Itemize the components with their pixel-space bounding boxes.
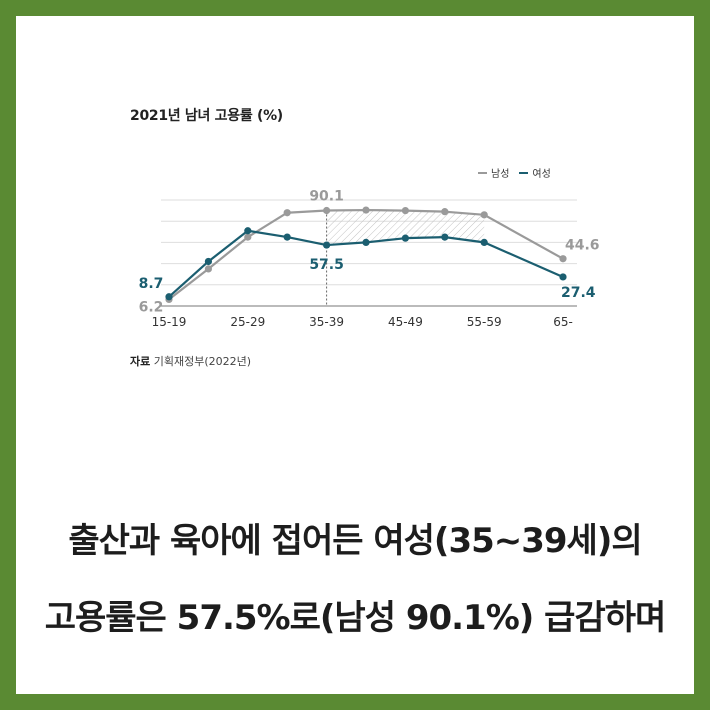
data-label: 44.6 [565,238,600,254]
x-tick-label: 25-29 [230,315,265,329]
data-point-male [244,233,252,241]
data-point-female [362,238,370,246]
data-point-female [559,273,567,281]
data-point-male [401,207,409,215]
data-point-male [559,255,567,263]
data-point-female [283,233,291,241]
data-point-male [283,209,291,217]
line-chart: 15-19 25-29 35-39 45-49 55-59 65- 6.2 8.7 90.1 57… [139,188,600,329]
data-point-male [441,208,449,216]
data-label: 27.4 [561,285,596,301]
legend-label-male: 남성 [491,169,510,180]
legend-item-male: 남성 [478,165,509,180]
x-tick-label: 45-49 [388,315,423,329]
x-tick-label: 15-19 [152,315,187,329]
data-point-female [204,257,212,266]
x-tick-label: 65- [553,315,573,329]
legend-item-female: 여성 [519,165,551,180]
data-label: 57.5 [309,257,344,273]
chart-legend: 남성 여성 [478,165,551,180]
chart-title: 2021년 남녀 고용률 (%) [130,108,283,124]
data-point-male [323,206,331,215]
headline-line-1: 출산과 육아에 접어든 여성(35~39세)의 [68,521,642,561]
data-point-female [165,293,173,301]
data-point-male [362,206,370,214]
legend-label-female: 여성 [532,169,551,180]
data-point-female [323,241,331,249]
data-label: 8.7 [139,276,164,292]
x-tick-label: 35-39 [309,315,344,329]
data-point-male [480,211,488,219]
data-point-female [401,234,409,242]
source-note: 자료 기획재정부(2022년) [130,353,251,369]
series-line-male [168,208,564,301]
card: 2021년 남녀 고용률 (%) 남성 여성 15-19 25-29 35-39 45… [16,16,694,694]
legend-swatch-male [478,171,487,174]
data-point-female [244,227,252,235]
data-point-female [441,233,449,241]
data-point-male [204,265,212,273]
source-label: 자료 [130,355,151,368]
data-label: 90.1 [309,188,344,204]
source-text: 기획재정부(2022년) [153,355,252,368]
headline-line-2: 고용률은 57.5%로(남성 90.1%) 급감하며 [44,598,667,638]
x-tick-label: 55-59 [467,315,502,329]
data-label: 6.2 [139,299,164,315]
series-line-female [168,229,564,298]
data-point-female [480,238,488,246]
legend-swatch-female [519,171,529,174]
